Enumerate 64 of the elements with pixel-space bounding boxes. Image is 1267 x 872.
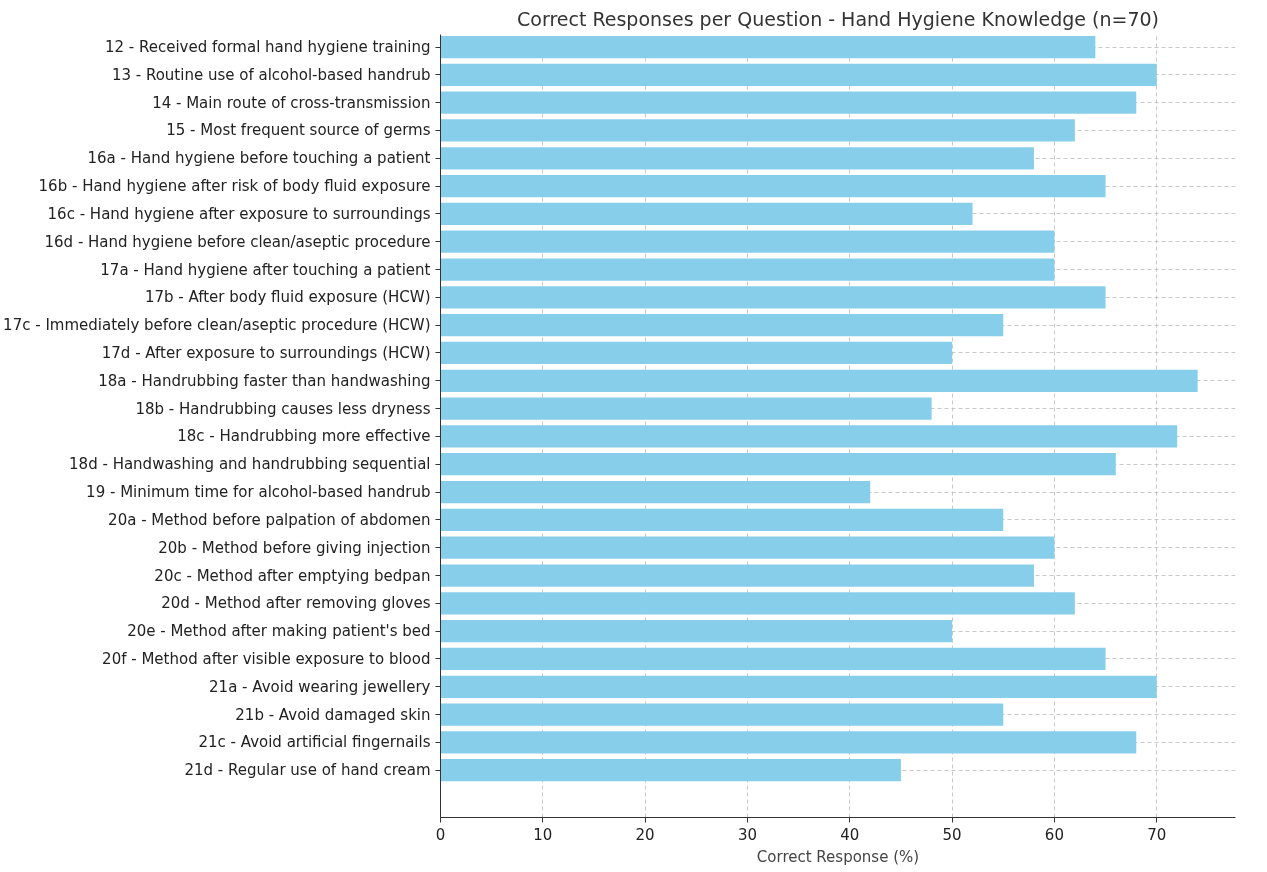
y-tick-label: 18b - Handrubbing causes less dryness	[135, 399, 431, 418]
bar	[440, 703, 1004, 726]
x-tick-label: 70	[1147, 825, 1167, 844]
y-tick-label: 21b - Avoid damaged skin	[235, 705, 431, 724]
bar	[440, 564, 1034, 587]
bar	[440, 341, 953, 365]
chart-title: Correct Responses per Question - Hand Hygiene Knowledge (n=70)	[517, 7, 1159, 30]
y-tick-label: 14 - Main route of cross-transmission	[152, 93, 431, 112]
bar	[440, 731, 1137, 754]
bar	[440, 536, 1055, 559]
y-tick-label: 20b - Method before giving injection	[158, 538, 431, 557]
bar	[440, 647, 1106, 671]
x-tick-label: 20	[635, 825, 655, 844]
y-tick-label: 16a - Hand hygiene before touching a patient	[87, 149, 431, 168]
x-tick-label: 60	[1044, 825, 1064, 844]
y-tick-label: 21a - Avoid wearing jewellery	[209, 677, 431, 696]
bar	[440, 147, 1034, 170]
y-tick-label: 12 - Received formal hand hygiene training	[104, 38, 431, 57]
y-tick-label: 20a - Method before palpation of abdomen	[108, 510, 431, 529]
y-tick-label: 18d - Handwashing and handrubbing sequential	[69, 455, 431, 474]
y-tick-label: 18a - Handrubbing faster than handwashing	[98, 371, 431, 390]
bar	[440, 314, 1004, 337]
bar	[440, 453, 1116, 476]
bar	[440, 675, 1157, 698]
y-tick-label: 20f - Method after visible exposure to blood	[102, 649, 431, 668]
bar	[440, 397, 932, 420]
bar	[440, 480, 871, 504]
y-tick-label: 18c - Handrubbing more effective	[177, 427, 431, 446]
bar	[440, 63, 1157, 86]
y-tick-label: 20e - Method after making patient's bed	[127, 622, 431, 641]
y-tick-label: 19 - Minimum time for alcohol-based handrub	[86, 483, 431, 502]
bar	[440, 174, 1106, 198]
y-tick-label: 21d - Regular use of hand cream	[184, 761, 431, 780]
bar	[440, 369, 1198, 392]
y-tick-label: 17c - Immediately before clean/aseptic procedure (HCW)	[3, 316, 431, 335]
bar	[440, 258, 1055, 281]
y-tick-label: 16c - Hand hygiene after exposure to surroundings	[47, 204, 431, 223]
y-tick-label: 13 - Routine use of alcohol-based handrub	[111, 65, 431, 84]
y-tick-label: 17d - After exposure to surroundings (HCW)	[101, 343, 431, 362]
x-axis-title: Correct Response (%)	[756, 847, 920, 866]
bar	[440, 35, 1096, 59]
x-tick-label: 30	[737, 825, 757, 844]
bar	[440, 202, 973, 226]
y-tick-label: 21c - Avoid artificial fingernails	[198, 733, 431, 752]
bar	[440, 91, 1137, 114]
x-tick-label: 40	[840, 825, 860, 844]
y-tick-label: 20c - Method after emptying bedpan	[154, 566, 431, 585]
y-tick-label: 20d - Method after removing gloves	[161, 594, 431, 613]
x-tick-label: 50	[942, 825, 962, 844]
bar	[440, 508, 1004, 531]
y-tick-label: 17b - After body fluid exposure (HCW)	[144, 288, 431, 307]
bar	[440, 759, 901, 782]
bar	[440, 592, 1075, 615]
bar	[440, 230, 1055, 253]
bar	[440, 119, 1075, 142]
bar	[440, 620, 953, 643]
x-tick-label: 10	[533, 825, 553, 844]
y-tick-label: 16d - Hand hygiene before clean/aseptic procedure	[44, 232, 431, 251]
y-tick-label: 16b - Hand hygiene after risk of body fluid exposure	[38, 177, 431, 196]
y-tick-label: 17a - Hand hygiene after touching a patient	[100, 260, 431, 279]
x-tick-label: 0	[435, 825, 446, 844]
y-tick-label: 15 - Most frequent source of germs	[166, 121, 431, 140]
bar	[440, 425, 1178, 448]
bar	[440, 286, 1106, 309]
